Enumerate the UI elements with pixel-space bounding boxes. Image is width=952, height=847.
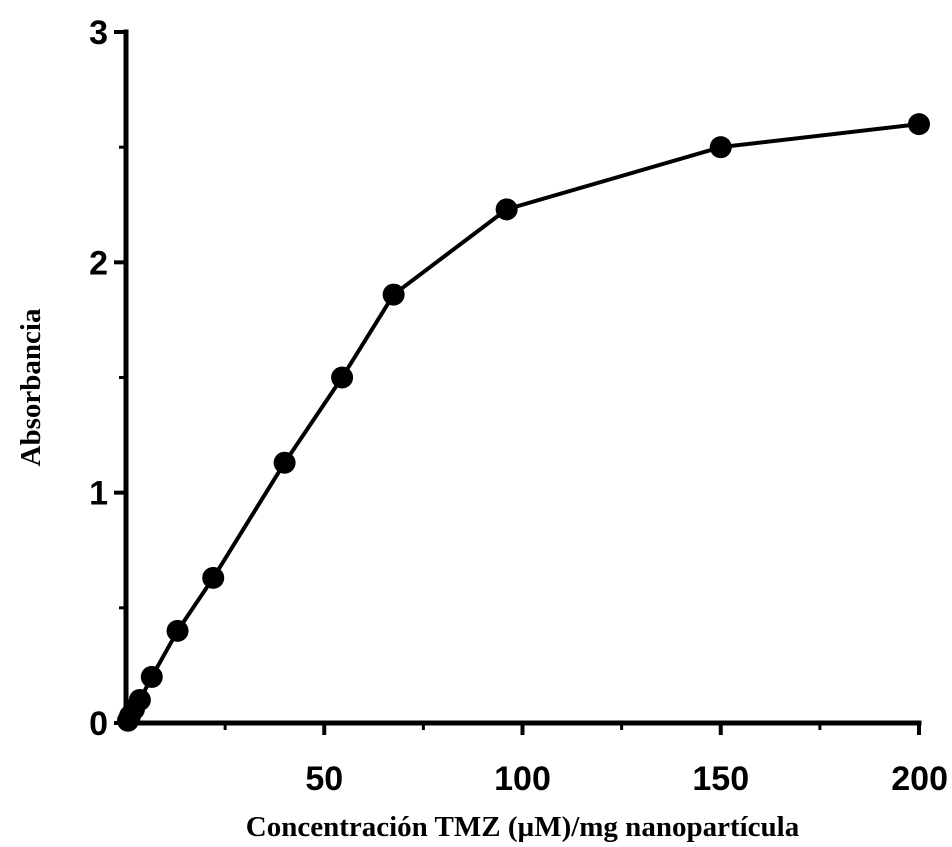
x-tick-label: 200 [891, 760, 948, 798]
data-point [331, 366, 354, 389]
data-point [128, 688, 151, 711]
series [126, 122, 920, 722]
data-point [382, 283, 405, 306]
data-point [166, 619, 189, 642]
x-tick-label: 100 [494, 760, 551, 798]
data-point [273, 451, 296, 474]
axes [123, 29, 922, 726]
ticks: 0 1 2 3 50 100 150 200 [89, 14, 948, 798]
data-point [495, 198, 518, 221]
y-axis-title: Absorbancia [15, 308, 47, 466]
data-point [202, 566, 225, 589]
y-tick-label: 3 [89, 14, 108, 52]
data-point [908, 113, 930, 136]
data-point [140, 665, 163, 688]
x-tick-label: 50 [305, 760, 343, 798]
x-tick-label: 150 [692, 760, 749, 798]
data-point [709, 136, 732, 159]
series-line [126, 122, 920, 722]
y-tick-label: 2 [89, 244, 108, 282]
data-points [116, 113, 930, 732]
y-tick-label: 0 [89, 705, 108, 743]
y-tick-label: 1 [89, 475, 108, 513]
x-axis-title: Concentración TMZ (µM)/mg nanopartícula [246, 811, 800, 843]
